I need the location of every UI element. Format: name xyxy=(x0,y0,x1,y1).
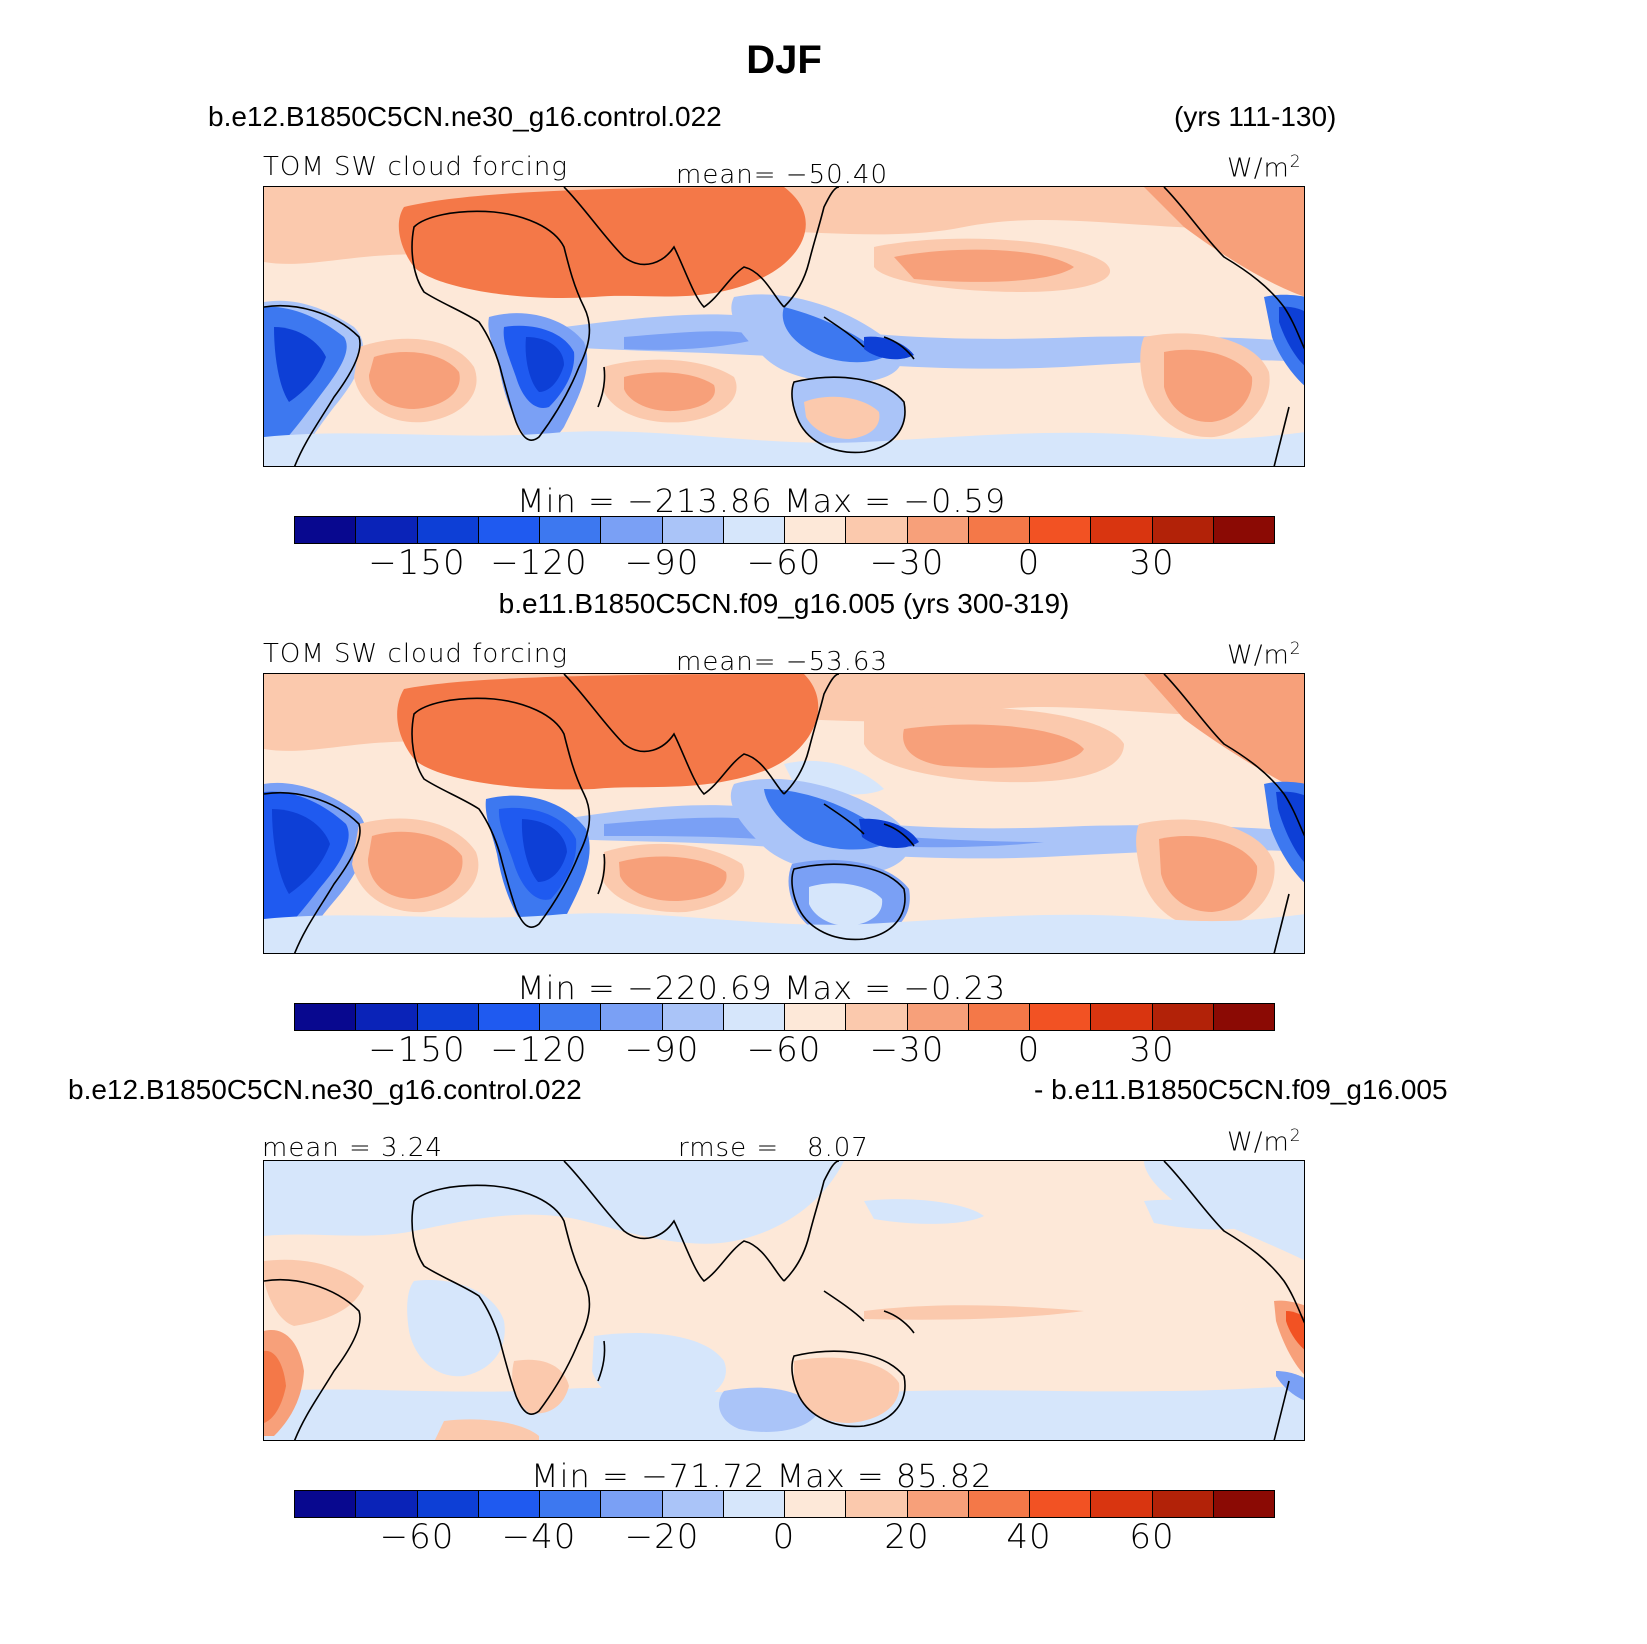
panel3-units: W/m2 xyxy=(1227,1126,1302,1158)
colorbar-tick-label: 40 xyxy=(1006,1517,1052,1557)
panel2-mean-label: mean= −53.63 xyxy=(676,647,889,677)
colorbar-swatch xyxy=(601,1004,663,1030)
colorbar-swatch xyxy=(1091,1491,1153,1517)
colorbar-swatch xyxy=(968,1491,1030,1517)
colorbar-swatch xyxy=(846,1491,908,1517)
panel1-mean-label: mean= −50.40 xyxy=(676,160,889,190)
panel2-variable-label: TOM SW cloud forcing xyxy=(263,639,568,669)
colorbar-swatch xyxy=(662,517,724,543)
colorbar-swatch xyxy=(1213,1004,1274,1030)
panel1-map xyxy=(263,186,1305,467)
colorbar-swatch xyxy=(540,517,602,543)
colorbar-swatch xyxy=(968,517,1030,543)
colorbar-swatch xyxy=(1152,1491,1214,1517)
colorbar-swatch xyxy=(540,1004,602,1030)
colorbar-swatch xyxy=(417,1491,479,1517)
colorbar-swatch xyxy=(1213,517,1274,543)
colorbar-swatch xyxy=(785,1004,847,1030)
colorbar-swatch xyxy=(846,517,908,543)
panel1-units: W/m2 xyxy=(1227,152,1302,184)
colorbar-swatch xyxy=(295,517,357,543)
colorbar-swatch xyxy=(356,1491,418,1517)
panel3-case-right: - b.e11.B1850C5CN.f09_g16.005 xyxy=(1034,1074,1448,1105)
colorbar-swatch xyxy=(662,1491,724,1517)
colorbar-swatch xyxy=(417,1004,479,1030)
colorbar-tick-label: −30 xyxy=(869,543,945,583)
colorbar-swatch xyxy=(601,1491,663,1517)
panel3-mean-label: mean = 3.24 xyxy=(262,1133,443,1163)
colorbar-swatch xyxy=(478,1004,540,1030)
colorbar-tick-label: 30 xyxy=(1129,543,1175,583)
colorbar-swatch xyxy=(1152,517,1214,543)
panel2-minmax: Min = −220.69 Max = −0.23 xyxy=(517,969,1007,1007)
colorbar-swatch xyxy=(785,1491,847,1517)
colorbar-swatch xyxy=(785,517,847,543)
panel2-colorbar xyxy=(294,1003,1275,1031)
colorbar-tick-label: −150 xyxy=(368,1030,466,1070)
colorbar-tick-label: 60 xyxy=(1129,1517,1175,1557)
colorbar-swatch xyxy=(1091,517,1153,543)
panel2-map xyxy=(263,673,1305,954)
colorbar-swatch xyxy=(1030,517,1092,543)
panel3-minmax: Min = −71.72 Max = 85.82 xyxy=(531,1457,993,1495)
colorbar-swatch xyxy=(846,1004,908,1030)
colorbar-swatch xyxy=(356,517,418,543)
colorbar-swatch xyxy=(1091,1004,1153,1030)
colorbar-tick-label: −120 xyxy=(490,1030,588,1070)
colorbar-tick-label: 0 xyxy=(1017,543,1041,583)
colorbar-swatch xyxy=(295,1491,357,1517)
colorbar-swatch xyxy=(723,517,785,543)
panel3-rmse-value: 8.07 xyxy=(806,1133,869,1163)
colorbar-swatch xyxy=(907,1004,969,1030)
panel1-colorbar xyxy=(294,516,1275,544)
colorbar-swatch xyxy=(601,517,663,543)
colorbar-swatch xyxy=(540,1491,602,1517)
panel3-case-left: b.e12.B1850C5CN.ne30_g16.control.022 xyxy=(68,1074,582,1105)
colorbar-tick-label: 30 xyxy=(1129,1030,1175,1070)
colorbar-tick-label: −90 xyxy=(624,543,700,583)
panel3-map xyxy=(263,1160,1305,1441)
colorbar-swatch xyxy=(1030,1491,1092,1517)
colorbar-tick-label: −90 xyxy=(624,1030,700,1070)
colorbar-swatch xyxy=(478,1491,540,1517)
colorbar-swatch xyxy=(662,1004,724,1030)
colorbar-tick-label: −30 xyxy=(869,1030,945,1070)
panel2-mean-value: −53.63 xyxy=(785,647,889,677)
colorbar-swatch xyxy=(295,1004,357,1030)
colorbar-tick-label: −60 xyxy=(746,543,822,583)
colorbar-tick-label: −40 xyxy=(501,1517,577,1557)
colorbar-tick-label: −60 xyxy=(379,1517,455,1557)
colorbar-swatch xyxy=(356,1004,418,1030)
colorbar-tick-label: 0 xyxy=(1017,1030,1041,1070)
colorbar-swatch xyxy=(968,1004,1030,1030)
colorbar-tick-label: −20 xyxy=(624,1517,700,1557)
panel2-units: W/m2 xyxy=(1227,639,1302,671)
colorbar-tick-label: −120 xyxy=(490,543,588,583)
main-title: DJF xyxy=(746,38,822,82)
colorbar-tick-label: −150 xyxy=(368,543,466,583)
colorbar-swatch xyxy=(723,1004,785,1030)
colorbar-swatch xyxy=(1152,1004,1214,1030)
panel1-mean-value: −50.40 xyxy=(785,160,889,190)
colorbar-tick-label: 0 xyxy=(772,1517,796,1557)
panel1-case-name: b.e12.B1850C5CN.ne30_g16.control.022 xyxy=(208,101,722,132)
panel1-minmax: Min = −213.86 Max = −0.59 xyxy=(517,482,1007,520)
colorbar-tick-label: −60 xyxy=(746,1030,822,1070)
colorbar-tick-label: 20 xyxy=(884,1517,930,1557)
panel3-rmse-label: rmse = 8.07 xyxy=(678,1133,869,1163)
colorbar-swatch xyxy=(417,517,479,543)
colorbar-swatch xyxy=(478,517,540,543)
colorbar-swatch xyxy=(723,1491,785,1517)
colorbar-swatch xyxy=(1213,1491,1274,1517)
panel1-variable-label: TOM SW cloud forcing xyxy=(263,152,568,182)
panel2-case-name: b.e11.B1850C5CN.f09_g16.005 (yrs 300-319… xyxy=(498,588,1070,619)
panel1-years: (yrs 111-130) xyxy=(1174,101,1337,132)
colorbar-swatch xyxy=(1030,1004,1092,1030)
panel3-colorbar xyxy=(294,1490,1275,1518)
colorbar-swatch xyxy=(907,1491,969,1517)
colorbar-swatch xyxy=(907,517,969,543)
